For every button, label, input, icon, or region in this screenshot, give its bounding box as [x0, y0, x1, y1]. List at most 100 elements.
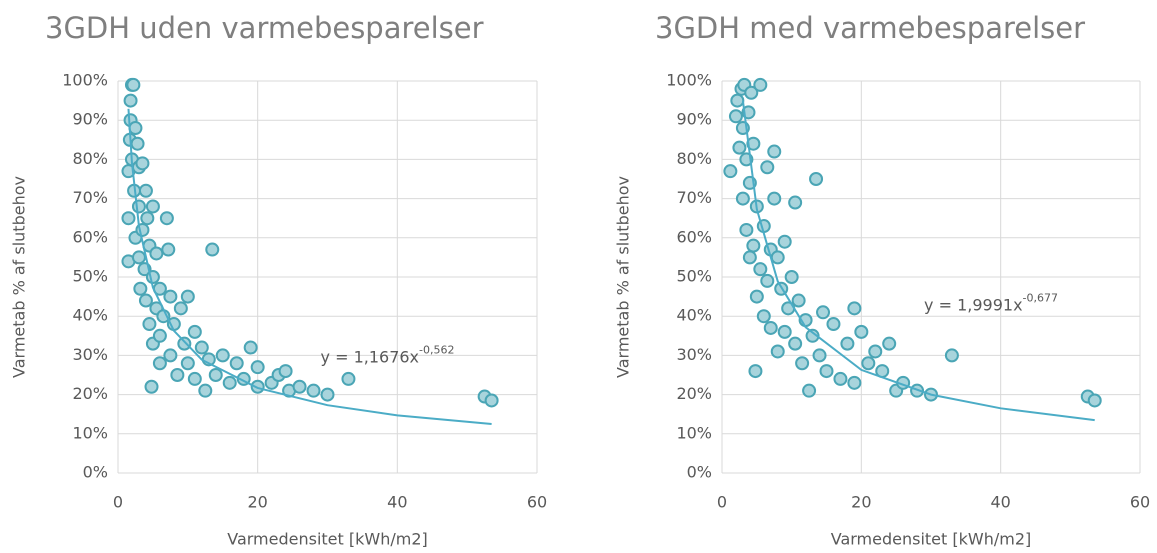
- point: [152, 356, 167, 371]
- x-tick-label: 40: [990, 493, 1010, 512]
- point: [131, 250, 146, 265]
- trendline: [741, 100, 1095, 422]
- point: [854, 324, 869, 339]
- y-tick-label: 30%: [72, 345, 108, 364]
- point: [739, 222, 754, 237]
- x-tick-label: 60: [527, 493, 547, 512]
- chart-title: 3GDH uden varmebesparelser: [45, 11, 484, 45]
- y-tick-label: 60%: [676, 227, 712, 246]
- point: [163, 289, 178, 304]
- point: [746, 238, 761, 253]
- point: [142, 317, 157, 332]
- y-tick-label: 0%: [83, 463, 108, 482]
- y-tick-label: 80%: [676, 149, 712, 168]
- x-tick-label: 60: [1130, 493, 1150, 512]
- y-tick-label: 10%: [676, 423, 712, 442]
- y-tick-label: 20%: [676, 384, 712, 403]
- point: [763, 320, 778, 335]
- point: [760, 273, 775, 288]
- point: [140, 211, 155, 226]
- y-tick-label: 10%: [72, 423, 108, 442]
- point: [784, 270, 799, 284]
- point: [194, 340, 209, 355]
- point: [802, 383, 817, 398]
- y-tick-label: 20%: [72, 384, 108, 403]
- x-tick-label: 0: [717, 493, 727, 512]
- y-axis-label: Varmetab % af slutbehov: [10, 176, 29, 378]
- point: [753, 262, 768, 277]
- y-tick-label: 90%: [676, 110, 712, 129]
- point: [163, 348, 178, 363]
- trend-equation: y = 1,9991x-0,677: [924, 291, 1058, 314]
- trendline: [127, 108, 492, 425]
- point: [180, 289, 195, 304]
- point: [833, 371, 848, 386]
- point: [816, 305, 831, 320]
- point: [746, 136, 761, 151]
- point: [1087, 393, 1102, 408]
- y-tick-label: 40%: [676, 306, 712, 325]
- point: [138, 293, 153, 308]
- trend-equation: y = 1,1676x-0,562: [321, 343, 455, 366]
- point: [121, 211, 136, 226]
- point: [187, 371, 202, 386]
- point: [749, 289, 764, 304]
- y-tick-label: 100%: [62, 71, 108, 90]
- point: [770, 344, 785, 359]
- y-tick-label: 80%: [72, 149, 108, 168]
- point: [788, 336, 803, 351]
- point: [123, 93, 138, 108]
- point: [152, 328, 167, 343]
- point: [788, 195, 803, 210]
- point: [723, 164, 738, 179]
- point: [756, 309, 771, 324]
- point: [791, 293, 806, 308]
- point: [770, 250, 785, 265]
- point: [735, 191, 750, 206]
- y-tick-label: 40%: [72, 306, 108, 325]
- point: [128, 121, 143, 136]
- point: [177, 336, 192, 351]
- point: [767, 191, 782, 206]
- chart-title: 3GDH med varmebesparelser: [655, 11, 1085, 45]
- point: [730, 93, 745, 108]
- point: [819, 364, 834, 379]
- point: [250, 379, 265, 394]
- point: [130, 136, 145, 151]
- point: [205, 242, 220, 257]
- point: [767, 144, 782, 159]
- point: [133, 281, 148, 296]
- y-tick-label: 50%: [72, 267, 108, 286]
- y-tick-label: 100%: [666, 71, 712, 90]
- point: [847, 301, 862, 316]
- point: [278, 364, 293, 379]
- point: [320, 387, 335, 402]
- x-tick-label: 40: [387, 493, 407, 512]
- point: [159, 211, 174, 226]
- point: [144, 379, 159, 394]
- point: [170, 368, 185, 382]
- point: [138, 183, 153, 198]
- point: [805, 328, 820, 343]
- y-tick-label: 70%: [72, 188, 108, 207]
- x-axis-label: Varmedensitet [kWh/m2]: [227, 530, 428, 549]
- point: [306, 383, 321, 398]
- y-tick-label: 60%: [72, 227, 108, 246]
- point: [222, 375, 237, 390]
- point: [728, 109, 743, 124]
- point: [847, 375, 862, 390]
- point: [126, 77, 141, 92]
- point: [145, 199, 160, 214]
- point: [341, 371, 356, 386]
- y-tick-label: 90%: [72, 110, 108, 129]
- point: [187, 324, 202, 339]
- point: [198, 383, 213, 398]
- y-tick-label: 50%: [676, 267, 712, 286]
- point: [131, 199, 146, 214]
- point: [777, 324, 792, 339]
- y-tick-label: 70%: [676, 188, 712, 207]
- point: [882, 336, 897, 351]
- point: [180, 356, 195, 371]
- point: [748, 364, 763, 379]
